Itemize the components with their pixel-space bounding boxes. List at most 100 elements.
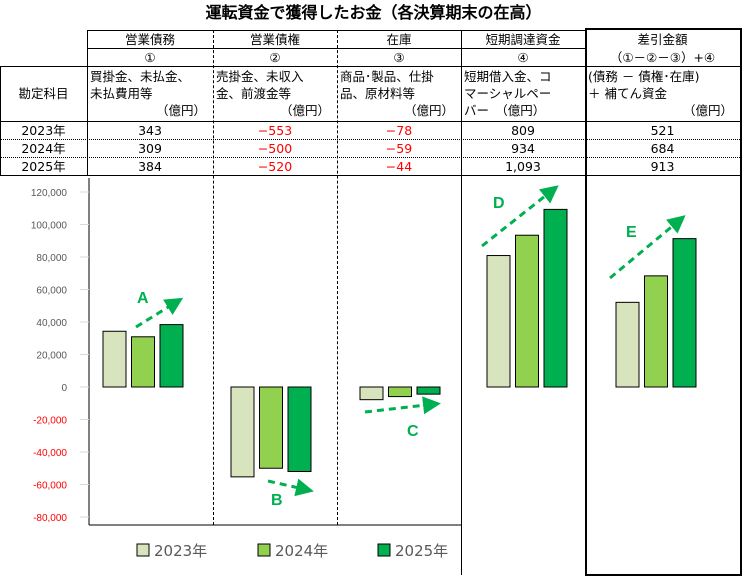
table-divider — [0, 121, 740, 122]
table-cell: 809 — [511, 123, 535, 138]
column-header: 差引金額 — [637, 32, 688, 47]
row-year: 2024年 — [21, 141, 66, 156]
column-description: マーシャルペー — [464, 86, 552, 101]
table-divider — [585, 574, 742, 576]
annotation-label: E — [626, 224, 637, 241]
column-number: （①－②－③）+④ — [609, 50, 716, 65]
column-description: 短期借入金、コ — [464, 69, 552, 84]
table-divider — [337, 30, 338, 525]
legend-label: 2024年 — [275, 542, 328, 560]
legend-label: 2023年 — [154, 542, 207, 560]
table-cell: −500 — [257, 141, 293, 156]
table-divider — [0, 66, 740, 67]
bar-2024年-E — [644, 275, 668, 388]
bar-2024年-D — [515, 234, 539, 388]
table-cell: 934 — [511, 141, 535, 156]
table-cell: 309 — [138, 141, 162, 156]
bar-2025年-E — [672, 238, 697, 388]
y-tick-label: -80,000 — [33, 513, 67, 524]
table-divider — [0, 66, 1, 175]
table-cell: 343 — [138, 123, 162, 138]
table-cell: 1,093 — [505, 159, 541, 174]
column-header: 営業債権 — [249, 32, 300, 47]
table-divider — [213, 30, 214, 525]
y-tick-label: 60,000 — [36, 286, 67, 297]
bar-2025年-C — [416, 386, 441, 395]
table-divider — [585, 28, 742, 30]
row-year: 2025年 — [21, 159, 66, 174]
column-header: 営業債務 — [124, 32, 175, 47]
table-cell: 384 — [138, 159, 162, 174]
table-divider — [585, 28, 587, 576]
column-description: ＋ 補てん資金 — [588, 86, 667, 101]
trend-arrow — [135, 297, 184, 329]
bar-2024年-A — [131, 336, 155, 388]
bar-2025年-B — [287, 386, 312, 472]
y-tick-label: -20,000 — [33, 416, 67, 427]
annotation-label: A — [137, 290, 149, 307]
legend-label: 2025年 — [395, 542, 448, 560]
y-tick-label: 120,000 — [31, 188, 68, 199]
table-cell: −553 — [257, 123, 293, 138]
table-divider — [0, 157, 740, 158]
y-tick-label: 20,000 — [36, 351, 67, 362]
trend-arrow — [267, 478, 314, 497]
table-cell: −59 — [385, 141, 413, 156]
y-tick-label: -40,000 — [33, 448, 67, 459]
column-number: ④ — [517, 50, 529, 65]
table-cell: −44 — [385, 159, 413, 174]
table-divider — [461, 30, 462, 575]
bar-2024年-C — [388, 386, 412, 398]
y-tick-label: 100,000 — [31, 221, 68, 232]
trend-arrow — [481, 185, 559, 248]
annotation-label: D — [493, 195, 505, 212]
column-description: 品、原材料等 — [340, 86, 416, 101]
column-description: 未払費用等 — [90, 86, 153, 101]
y-tick-label: 40,000 — [36, 318, 67, 329]
bar-2023年-E — [615, 301, 640, 388]
table-divider — [87, 30, 88, 175]
bar-2025年-D — [543, 208, 568, 388]
table-cell: −520 — [257, 159, 293, 174]
table-cell: 521 — [650, 123, 675, 138]
column-number: ① — [144, 50, 156, 65]
bar-2023年-D — [486, 255, 511, 388]
legend-swatch — [136, 543, 150, 557]
bar-2023年-B — [230, 386, 255, 478]
column-unit: （億円） — [155, 103, 206, 118]
legend-swatch — [257, 543, 271, 557]
table-divider — [740, 28, 742, 576]
column-number: ③ — [393, 50, 405, 65]
annotation-label: C — [407, 423, 419, 440]
table-cell: −78 — [385, 123, 413, 138]
column-number: ② — [269, 50, 281, 65]
y-tick-label: 80,000 — [36, 253, 67, 264]
trend-arrow — [364, 396, 441, 415]
bar-2025年-A — [159, 324, 184, 388]
table-divider — [87, 48, 585, 49]
table-divider — [87, 30, 585, 31]
column-unit: （億円） — [682, 103, 733, 118]
y-tick-label: 0 — [61, 383, 67, 394]
page-title: 運転資金で獲得したお金（各決算期末の在高） — [205, 3, 542, 22]
column-description: 商品･製品、仕掛 — [340, 69, 434, 84]
row-header-label: 勘定科目 — [18, 86, 69, 101]
column-description: 買掛金、未払金、 — [90, 69, 191, 84]
bar-2024年-B — [259, 386, 283, 469]
column-description: (債務 － 債権･在庫) — [588, 69, 700, 84]
table-cell: 684 — [650, 141, 675, 156]
table-divider — [0, 175, 740, 176]
annotation-label: B — [271, 492, 283, 509]
column-unit: （億円） — [279, 103, 330, 118]
table-cell: 913 — [650, 159, 675, 174]
bar-2023年-A — [102, 330, 127, 388]
column-header: 在庫 — [386, 32, 412, 47]
y-tick-label: -60,000 — [33, 481, 67, 492]
column-unit: バー （億円） — [464, 103, 546, 118]
table-divider — [0, 139, 740, 140]
column-description: 金、前渡金等 — [216, 86, 292, 101]
column-header: 短期調達資金 — [485, 32, 561, 47]
row-year: 2023年 — [21, 123, 66, 138]
bar-2023年-C — [359, 386, 384, 401]
